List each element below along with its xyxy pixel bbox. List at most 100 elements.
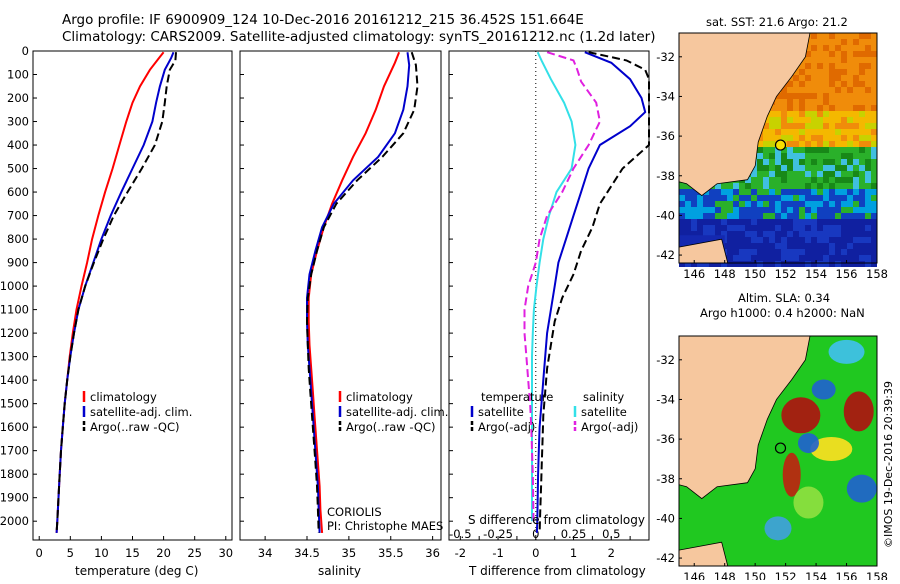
map-y-tick-label: -34 xyxy=(656,392,675,406)
sst-cell xyxy=(811,171,817,177)
sla-blob xyxy=(764,516,792,541)
sst-cell xyxy=(859,153,865,159)
sst-cell xyxy=(793,153,799,159)
sst-cell xyxy=(799,231,805,237)
sla-land xyxy=(678,335,811,500)
sst-cell xyxy=(829,153,835,159)
climatology-title: Climatology: CARS2009. Satellite-adjuste… xyxy=(62,29,656,45)
sst-cell xyxy=(841,183,847,189)
sst-cell xyxy=(823,249,829,255)
sst-cell xyxy=(829,165,835,171)
sst-cell xyxy=(817,63,823,69)
profile-title: Argo profile: IF 6900909_124 10-Dec-2016… xyxy=(62,12,584,28)
sst-cell xyxy=(775,243,781,249)
sst-cell xyxy=(691,213,697,219)
sst-cell xyxy=(841,123,847,129)
sst-cell xyxy=(829,135,835,141)
sst-cell xyxy=(769,105,775,111)
sst-cell xyxy=(835,147,841,153)
sst-cell xyxy=(841,255,847,261)
sst-cell xyxy=(823,207,829,213)
sst-cell xyxy=(811,159,817,165)
sst-cell xyxy=(739,189,745,195)
sst-cell xyxy=(841,135,847,141)
sst-cell xyxy=(859,129,865,135)
sst-cell xyxy=(817,141,823,147)
sst-cell xyxy=(811,69,817,75)
sst-cell xyxy=(739,261,745,267)
sst-cell xyxy=(781,207,787,213)
sst-cell xyxy=(757,177,763,183)
map-y-tick-label: -42 xyxy=(656,551,675,565)
sst-cell xyxy=(739,195,745,201)
sst-cell xyxy=(685,195,691,201)
sst-cell xyxy=(745,237,751,243)
sst-cell xyxy=(871,69,877,75)
sst-cell xyxy=(829,33,835,39)
sst-cell xyxy=(853,87,859,93)
sst-cell xyxy=(745,219,751,225)
sst-cell xyxy=(847,75,853,81)
sst-cell xyxy=(787,117,793,123)
sst-cell xyxy=(871,153,877,159)
sst-cell xyxy=(739,219,745,225)
map-y-tick-label: -32 xyxy=(656,50,675,64)
sst-cell xyxy=(685,225,691,231)
sst-cell xyxy=(841,261,847,267)
sst-cell xyxy=(745,201,751,207)
y-tick-label: 400 xyxy=(7,138,29,152)
sst-cell xyxy=(793,135,799,141)
sst-cell xyxy=(853,177,859,183)
sst-cell xyxy=(799,129,805,135)
sst-cell xyxy=(781,171,787,177)
temperature-diff-legend-label: Argo(-adj) xyxy=(478,420,535,434)
sst-cell xyxy=(865,255,871,261)
sla-blob xyxy=(781,397,821,434)
difference-frame xyxy=(448,50,650,541)
sst-cell xyxy=(811,165,817,171)
sst-cell xyxy=(811,75,817,81)
sst-cell xyxy=(835,261,841,267)
sst-cell xyxy=(853,111,859,117)
sst-cell xyxy=(823,201,829,207)
sst-cell xyxy=(811,81,817,87)
sst-cell xyxy=(859,57,865,63)
sst-cell xyxy=(823,183,829,189)
sst-cell xyxy=(727,201,733,207)
sst-cell xyxy=(727,219,733,225)
sst-cell xyxy=(853,81,859,87)
sst-cell xyxy=(829,75,835,81)
sst-cell xyxy=(805,201,811,207)
sst-cell xyxy=(751,219,757,225)
sst-land xyxy=(678,32,811,197)
sst-cell xyxy=(817,255,823,261)
sst-cell xyxy=(805,183,811,189)
sst-cell xyxy=(751,195,757,201)
sla-blob xyxy=(810,437,853,462)
map-y-tick-label: -40 xyxy=(656,511,675,525)
sst-cell xyxy=(817,219,823,225)
sst-cell xyxy=(811,99,817,105)
sst-cell xyxy=(799,207,805,213)
sst-cell xyxy=(769,219,775,225)
salinity-diff-legend-label: Argo(-adj) xyxy=(581,420,638,434)
sst-cell xyxy=(805,177,811,183)
sst-cell xyxy=(817,159,823,165)
x-tick-label: 2 xyxy=(608,546,615,560)
sst-cell xyxy=(853,105,859,111)
sst-cell xyxy=(865,189,871,195)
sst-cell xyxy=(763,195,769,201)
sst-cell xyxy=(865,69,871,75)
sst-cell xyxy=(805,123,811,129)
sst-cell xyxy=(763,135,769,141)
sst-cell xyxy=(727,213,733,219)
sst-cell xyxy=(727,189,733,195)
sst-cell xyxy=(739,225,745,231)
sst-cell xyxy=(715,183,721,189)
sst-cell xyxy=(691,261,697,267)
sst-cell xyxy=(739,255,745,261)
sst-cell xyxy=(763,165,769,171)
sst-cell xyxy=(727,237,733,243)
sst-cell xyxy=(733,219,739,225)
sst-cell xyxy=(871,33,877,39)
